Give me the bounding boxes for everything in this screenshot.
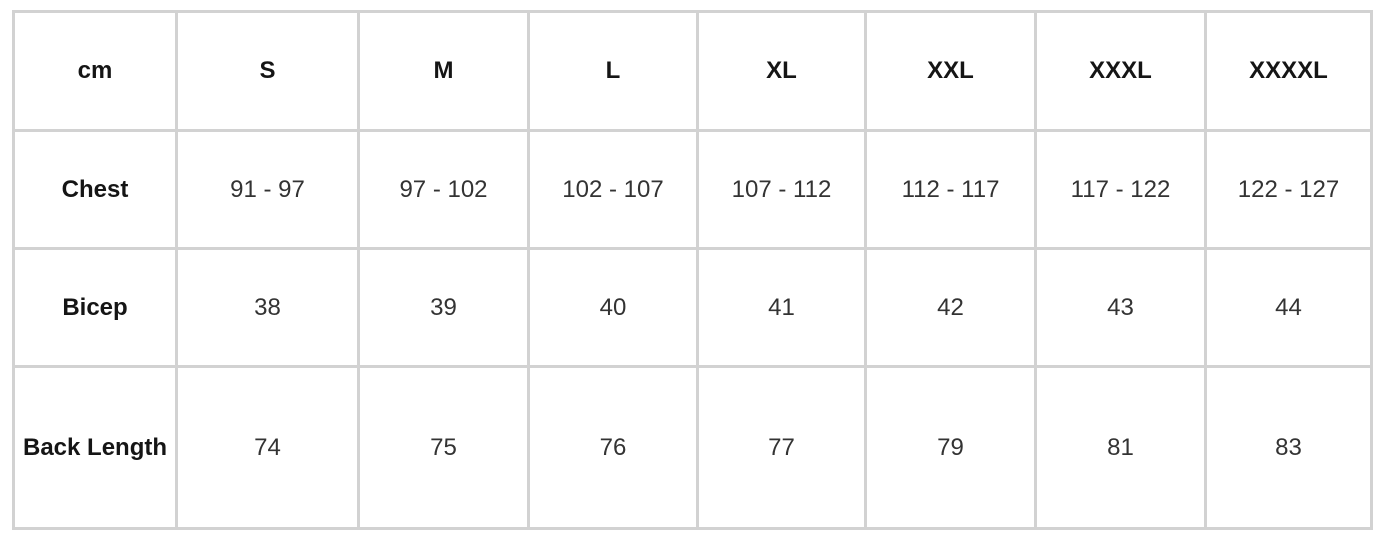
measurement: 41 [696,247,867,368]
data-row: Chest 91 - 97 97 - 102 102 - 107 107 - 112 11… [12,129,1373,250]
measurement: 117 - 122 [1034,129,1207,250]
measurement: 83 [1204,365,1373,530]
size-header: XL [696,10,867,132]
data-row: Back Length 74 75 76 77 79 81 83 [12,365,1373,530]
measurement: 40 [527,247,699,368]
measurement: 112 - 117 [864,129,1037,250]
row-label: Bicep [12,247,178,368]
row-label: Chest [12,129,178,250]
measurement: 39 [357,247,530,368]
row-label: Back Length [12,365,178,530]
measurement: 76 [527,365,699,530]
unit-header: cm [12,10,178,132]
data-row: Bicep 38 39 40 41 42 43 44 [12,247,1373,368]
size-header: XXXL [1034,10,1207,132]
table-body: cm S M L XL XXL XXXL XXXXL Chest 91 - 97 97 - 102 1… [12,10,1373,530]
measurement: 79 [864,365,1037,530]
size-header: S [175,10,360,132]
measurement: 122 - 127 [1204,129,1373,250]
measurement: 81 [1034,365,1207,530]
measurement: 42 [864,247,1037,368]
header-row: cm S M L XL XXL XXXL XXXXL [12,10,1373,132]
measurement: 102 - 107 [527,129,699,250]
measurement: 91 - 97 [175,129,360,250]
size-table: cm S M L XL XXL XXXL XXXXL Chest 91 - 97 97 - 102 1… [12,10,1373,530]
measurement: 75 [357,365,530,530]
measurement: 77 [696,365,867,530]
measurement: 107 - 112 [696,129,867,250]
measurement: 74 [175,365,360,530]
measurement: 97 - 102 [357,129,530,250]
size-header: XXL [864,10,1037,132]
measurement: 38 [175,247,360,368]
measurement: 43 [1034,247,1207,368]
measurement: 44 [1204,247,1373,368]
size-header: L [527,10,699,132]
size-header: M [357,10,530,132]
size-header: XXXXL [1204,10,1373,132]
